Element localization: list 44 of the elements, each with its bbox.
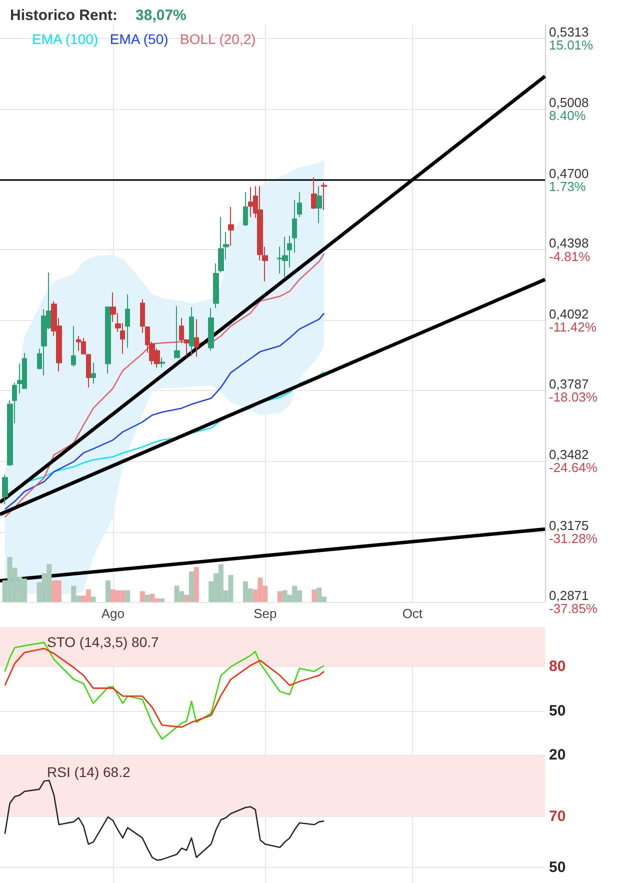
- y-tick-label: 0,4398: [549, 236, 589, 251]
- y2-tick-label: -24.64%: [549, 460, 598, 476]
- y2-tick-label: -11.42%: [549, 319, 597, 334]
- chart-subtitle: 38,07%: [136, 7, 186, 24]
- text: EMA (100): [32, 31, 98, 47]
- y2-tick-label: 15.01%: [549, 38, 594, 53]
- x-tick-label: Oct: [402, 606, 423, 621]
- bar: [188, 571, 194, 602]
- text: RSI (14) 68.2: [47, 764, 130, 780]
- y-tick-label: 80: [549, 658, 566, 676]
- text: BOLL (20,2): [180, 31, 256, 47]
- y2-tick-label: -4.81%: [549, 248, 591, 264]
- y2-tick-label: -37.85%: [549, 601, 598, 616]
- y-tick-label: 0,5008: [549, 94, 589, 110]
- y-tick-label: 0,4092: [549, 306, 589, 322]
- bar: [312, 589, 317, 602]
- line-series: [4, 780, 325, 861]
- bar: [140, 591, 145, 602]
- y-tick-label: 50: [549, 859, 566, 876]
- text: STO (14,3,5) 80.7: [47, 634, 160, 650]
- bar: [194, 566, 199, 602]
- y-tick-label: 70: [549, 808, 566, 825]
- y-tick-label: 20: [549, 746, 566, 764]
- bar: [160, 598, 165, 602]
- y-tick-label: 50: [549, 702, 566, 720]
- bar: [277, 591, 282, 602]
- bar: [125, 590, 130, 602]
- y-tick-label: 0,3787: [549, 376, 589, 392]
- x-tick-label: Sep: [254, 606, 277, 621]
- y2-tick-label: 1.73%: [549, 179, 586, 194]
- y-tick-label: 0,3175: [549, 518, 589, 533]
- y2-tick-label: 8.40%: [549, 108, 586, 123]
- y-tick-label: 0,5313: [549, 24, 589, 40]
- bar: [106, 580, 111, 602]
- y2-tick-label: -18.03%: [549, 390, 598, 405]
- y-tick-label: 0,4700: [549, 166, 589, 182]
- y-tick-label: 0,2871: [549, 588, 589, 603]
- chart-title: Historico Rent:: [10, 7, 118, 24]
- bar: [90, 596, 96, 602]
- y2-tick-label: -31.28%: [549, 530, 598, 546]
- x-tick-label: Ago: [101, 606, 124, 621]
- bar: [184, 594, 190, 602]
- y-tick-label: 0,3482: [549, 447, 589, 462]
- text: EMA (50): [110, 31, 168, 47]
